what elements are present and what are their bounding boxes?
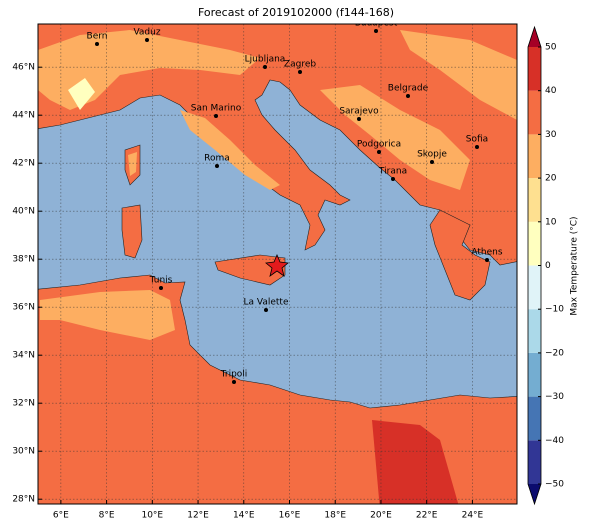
colorbar-band: [528, 440, 541, 484]
x-tick-label: 14°E: [233, 511, 255, 521]
colorbar-tick-label: 30: [545, 130, 557, 140]
colorbar-band: [528, 178, 541, 222]
alps-cold: [68, 78, 95, 110]
city-marker: [475, 145, 479, 149]
colorbar-tick-label: 50: [545, 43, 557, 53]
x-tick-label: 18°E: [324, 511, 346, 521]
city-label: San Marino: [191, 104, 242, 114]
y-tick-label: 38°N: [12, 255, 35, 265]
africa-hot: [372, 420, 459, 504]
city-marker: [374, 29, 378, 33]
colorbar-under: [528, 484, 541, 504]
city-label: Roma: [204, 154, 230, 164]
africa-cooler: [40, 290, 175, 340]
x-tick-label: 12°E: [187, 511, 209, 521]
city-marker: [215, 164, 219, 168]
x-tick-label: 6°E: [53, 511, 69, 521]
y-tick-label: 46°N: [12, 63, 35, 73]
apennines-cooler: [180, 110, 280, 190]
event-star: [265, 253, 289, 277]
colorbar-band: [528, 352, 541, 397]
colorbar-tick-label: −20: [545, 348, 564, 358]
city-marker: [159, 286, 163, 290]
x-tick-label: 22°E: [416, 511, 438, 521]
greece: [429, 209, 491, 301]
colorbar-band: [528, 309, 541, 353]
x-tick-label: 24°E: [462, 511, 484, 521]
city-label: Tunis: [149, 276, 173, 286]
city-marker: [145, 38, 149, 42]
y-tick-label: 44°N: [12, 111, 35, 121]
city-marker: [232, 380, 236, 384]
corsica-cooler: [128, 152, 137, 176]
x-tick-label: 10°E: [141, 511, 163, 521]
x-tick-label: 20°E: [370, 511, 392, 521]
colorbar-band: [528, 90, 541, 135]
colorbar-tick-label: 10: [545, 217, 557, 227]
city-label: Belgrade: [388, 84, 429, 94]
sardinia: [121, 204, 143, 259]
north-cooler: [400, 30, 517, 120]
colorbar-band: [528, 265, 541, 310]
y-tick-label: 28°N: [12, 495, 35, 505]
y-tick-label: 42°N: [12, 159, 35, 169]
colorbar-band: [528, 221, 541, 266]
x-tick-label: 8°E: [99, 511, 115, 521]
y-tick-label: 40°N: [12, 207, 35, 217]
city-label: Vaduz: [133, 28, 160, 38]
colorbar-tick-label: 20: [545, 174, 557, 184]
colorbar-tick-label: 40: [545, 86, 557, 96]
colorbar-tick-label: 0: [545, 261, 551, 271]
colorbar-tick-label: −30: [545, 392, 564, 402]
city-marker: [298, 70, 302, 74]
colorbar-band: [528, 134, 541, 179]
city-label: Tirana: [378, 167, 407, 177]
city-label: Athens: [471, 248, 502, 258]
city-marker: [485, 258, 489, 262]
city-label: Bern: [87, 32, 108, 42]
city-label: Budapest: [355, 19, 398, 29]
colorbar-band: [528, 396, 541, 441]
city-label: La Valette: [244, 298, 289, 308]
y-tick-label: 30°N: [12, 447, 35, 457]
city-label: Zagreb: [284, 60, 316, 70]
colorbar-tick-label: −10: [545, 305, 564, 315]
colorbar-tick-label: −50: [545, 480, 564, 490]
city-marker: [377, 150, 381, 154]
colorbar-label: Max Temperature (°C): [570, 216, 580, 315]
city-marker: [430, 160, 434, 164]
city-marker: [95, 42, 99, 46]
city-marker: [214, 114, 218, 118]
y-tick-label: 34°N: [12, 351, 35, 361]
city-label: Sarajevo: [339, 107, 379, 117]
y-tick-label: 36°N: [12, 303, 35, 313]
y-tick-label: 32°N: [12, 399, 35, 409]
city-marker: [263, 65, 267, 69]
city-label: Tripoli: [220, 370, 248, 380]
city-label: Sofia: [466, 135, 488, 145]
title: Forecast of 2019102000 (f144-168): [198, 6, 394, 19]
colorbar-tick-label: −40: [545, 436, 564, 446]
map-frame: [37, 23, 518, 505]
city-label: Skopje: [417, 150, 447, 160]
city-marker: [406, 94, 410, 98]
x-tick-label: 16°E: [279, 511, 301, 521]
city-label: Ljubljana: [245, 55, 286, 65]
city-label: Podgorica: [357, 140, 401, 150]
city-marker: [391, 177, 395, 181]
city-marker: [264, 308, 268, 312]
colorbar-band: [528, 47, 541, 91]
colorbar-over: [528, 27, 541, 47]
city-marker: [357, 117, 361, 121]
